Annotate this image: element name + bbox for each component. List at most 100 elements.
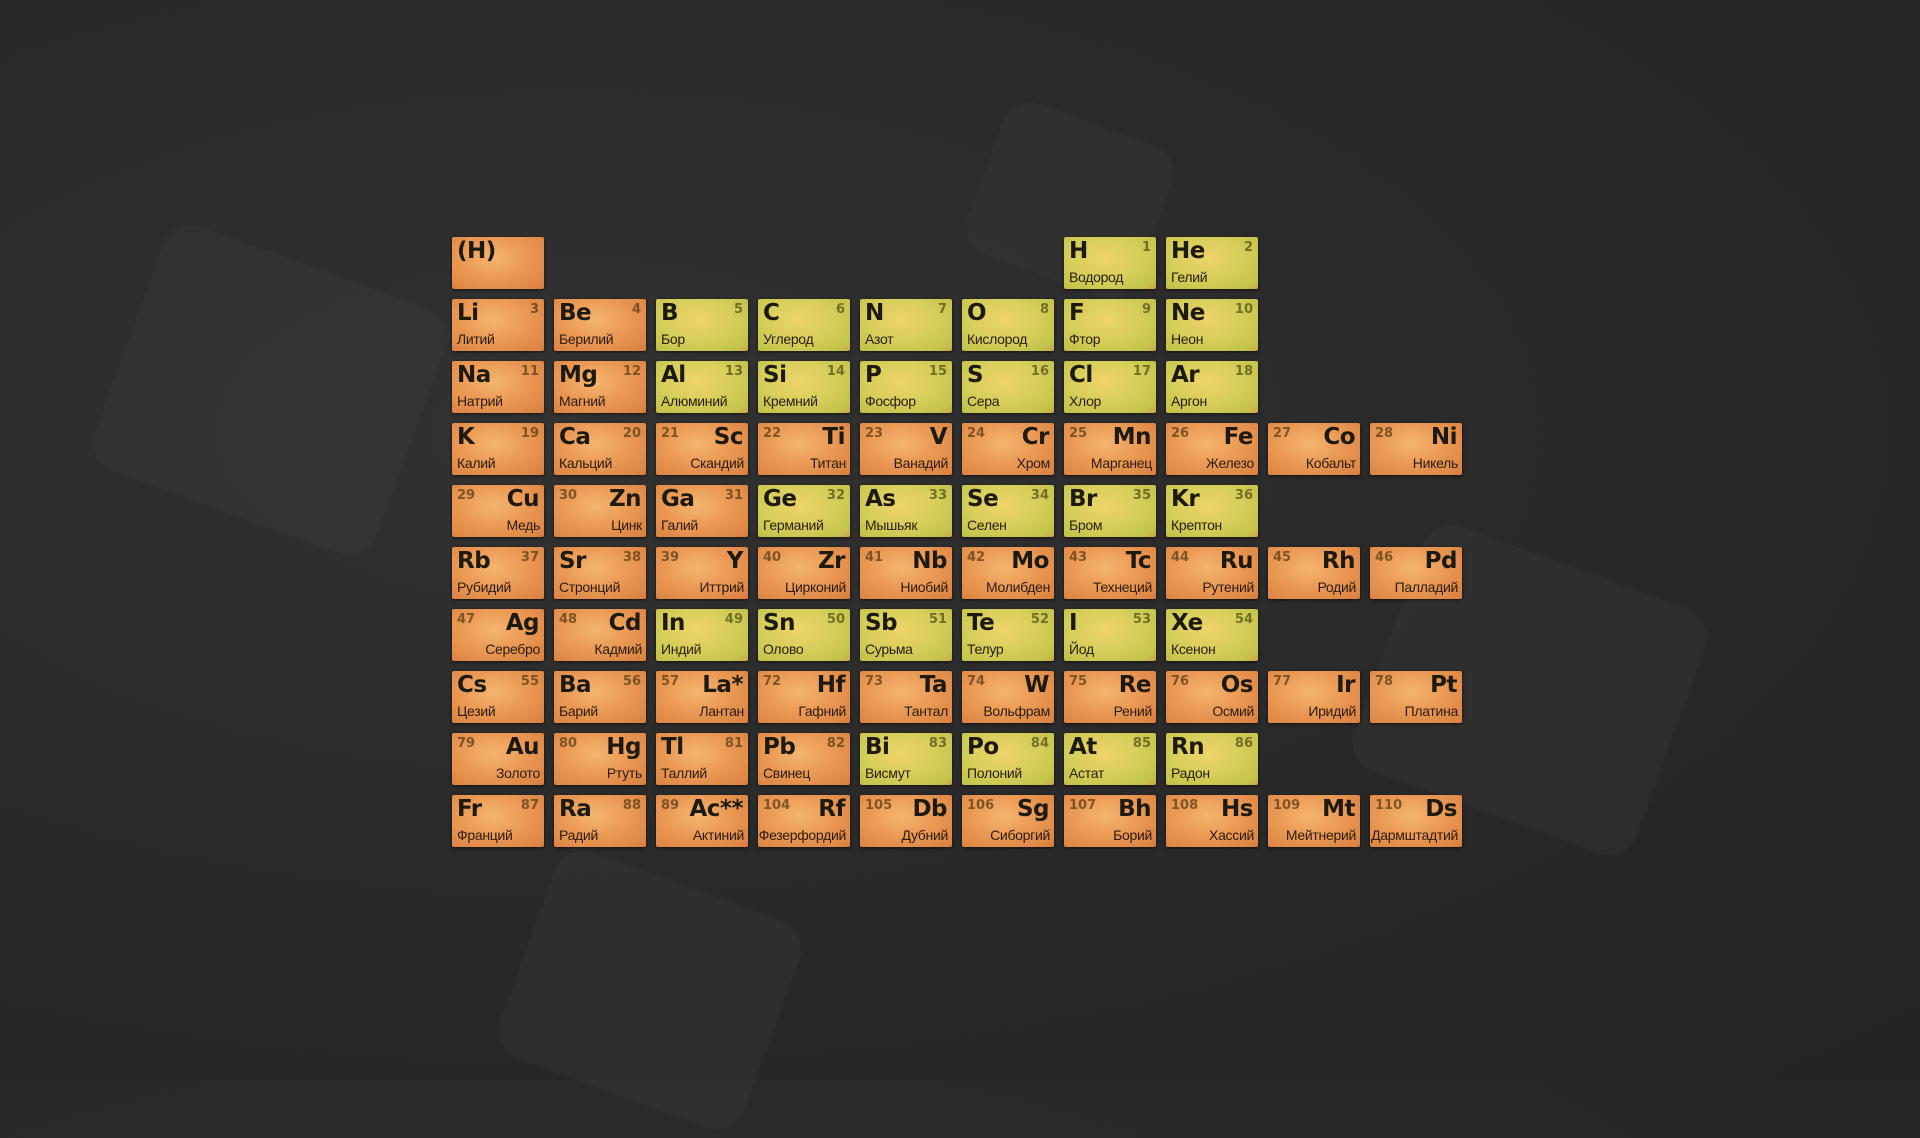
- element-name: Сера: [967, 393, 1000, 409]
- element-cell[interactable]: Kr 36 Крептон: [1166, 485, 1258, 537]
- element-cell[interactable]: Ti 22 Титан: [758, 423, 850, 475]
- element-cell[interactable]: Sg 106 Сиборгий: [962, 795, 1054, 847]
- element-cell[interactable]: Cd 48 Кадмий: [554, 609, 646, 661]
- atomic-number: 88: [622, 798, 641, 813]
- element-cell[interactable]: C 6 Углерод: [758, 299, 850, 351]
- element-cell[interactable]: Xe 54 Ксенон: [1166, 609, 1258, 661]
- element-cell[interactable]: O 8 Кислород: [962, 299, 1054, 351]
- element-cell[interactable]: Ra 88 Радий: [554, 795, 646, 847]
- element-cell[interactable]: Ga 31 Галий: [656, 485, 748, 537]
- element-cell[interactable]: La* 57 Лантан: [656, 671, 748, 723]
- element-cell[interactable]: Mn 25 Марганец: [1064, 423, 1156, 475]
- element-symbol: Mg: [559, 362, 598, 388]
- element-cell[interactable]: Y 39 Иттрий: [656, 547, 748, 599]
- element-name: Хром: [1016, 455, 1051, 471]
- element-symbol: Y: [726, 548, 744, 574]
- element-cell[interactable]: Mg 12 Магний: [554, 361, 646, 413]
- element-cell[interactable]: Zr 40 Цирконий: [758, 547, 850, 599]
- element-cell[interactable]: Pd 46 Палладий: [1370, 547, 1462, 599]
- element-cell[interactable]: Os 76 Осмий: [1166, 671, 1258, 723]
- element-cell[interactable]: Ac** 89 Актиний: [656, 795, 748, 847]
- element-symbol: B: [661, 300, 679, 326]
- element-cell[interactable]: Ru 44 Рутений: [1166, 547, 1258, 599]
- element-cell[interactable]: Hf 72 Гафний: [758, 671, 850, 723]
- element-cell[interactable]: Po 84 Полоний: [962, 733, 1054, 785]
- element-cell[interactable]: Re 75 Рений: [1064, 671, 1156, 723]
- element-cell[interactable]: Zn 30 Цинк: [554, 485, 646, 537]
- element-cell[interactable]: S 16 Сера: [962, 361, 1054, 413]
- element-symbol: Ac**: [689, 796, 744, 822]
- element-cell[interactable]: Hs 108 Хассий: [1166, 795, 1258, 847]
- atomic-number: 42: [967, 550, 986, 565]
- element-cell[interactable]: At 85 Астат: [1064, 733, 1156, 785]
- element-cell[interactable]: Ca 20 Кальций: [554, 423, 646, 475]
- element-cell[interactable]: Al 13 Алюминий: [656, 361, 748, 413]
- element-cell[interactable]: Be 4 Берилий: [554, 299, 646, 351]
- atomic-number: 21: [661, 426, 680, 441]
- element-cell[interactable]: Ta 73 Тантал: [860, 671, 952, 723]
- element-cell[interactable]: Co 27 Кобальт: [1268, 423, 1360, 475]
- element-cell[interactable]: Cu 29 Медь: [452, 485, 544, 537]
- element-cell[interactable]: Pt 78 Платина: [1370, 671, 1462, 723]
- element-cell[interactable]: Cr 24 Хром: [962, 423, 1054, 475]
- element-cell[interactable]: Ir 77 Иридий: [1268, 671, 1360, 723]
- element-cell[interactable]: Rn 86 Радон: [1166, 733, 1258, 785]
- element-cell[interactable]: Si 14 Кремний: [758, 361, 850, 413]
- element-cell[interactable]: Sc 21 Скандий: [656, 423, 748, 475]
- element-name: Бор: [661, 331, 685, 347]
- element-cell[interactable]: Ba 56 Барий: [554, 671, 646, 723]
- element-cell[interactable]: Fr 87 Франций: [452, 795, 544, 847]
- element-cell[interactable]: As 33 Мышьяк: [860, 485, 952, 537]
- element-cell[interactable]: Ni 28 Никель: [1370, 423, 1462, 475]
- element-cell[interactable]: Rb 37 Рубидий: [452, 547, 544, 599]
- element-cell[interactable]: Sn 50 Олово: [758, 609, 850, 661]
- element-cell[interactable]: Se 34 Селен: [962, 485, 1054, 537]
- element-cell[interactable]: Cs 55 Цезий: [452, 671, 544, 723]
- element-cell[interactable]: Na 11 Натрий: [452, 361, 544, 413]
- element-cell[interactable]: Bi 83 Висмут: [860, 733, 952, 785]
- element-cell[interactable]: Ge 32 Германий: [758, 485, 850, 537]
- element-cell[interactable]: Li 3 Литий: [452, 299, 544, 351]
- element-cell[interactable]: He 2 Гелий: [1166, 237, 1258, 289]
- element-cell[interactable]: Te 52 Телур: [962, 609, 1054, 661]
- element-name: Железо: [1206, 455, 1254, 471]
- element-cell[interactable]: Mo 42 Молибден: [962, 547, 1054, 599]
- element-cell[interactable]: Nb 41 Ниобий: [860, 547, 952, 599]
- element-cell[interactable]: Br 35 Бром: [1064, 485, 1156, 537]
- element-cell[interactable]: Au 79 Золото: [452, 733, 544, 785]
- element-cell[interactable]: Sb 51 Сурьма: [860, 609, 952, 661]
- element-cell[interactable]: Fe 26 Железо: [1166, 423, 1258, 475]
- atomic-number: 33: [928, 488, 947, 503]
- element-symbol: Hg: [606, 734, 641, 760]
- element-cell[interactable]: I 53 Йод: [1064, 609, 1156, 661]
- element-cell[interactable]: P 15 Фосфор: [860, 361, 952, 413]
- element-cell[interactable]: Rf 104 Фезерфордий: [758, 795, 850, 847]
- element-cell[interactable]: In 49 Индий: [656, 609, 748, 661]
- element-cell[interactable]: Pb 82 Свинец: [758, 733, 850, 785]
- element-cell[interactable]: K 19 Калий: [452, 423, 544, 475]
- element-cell[interactable]: Mt 109 Мейтнерий: [1268, 795, 1360, 847]
- atomic-number: 4: [631, 302, 641, 317]
- element-cell[interactable]: Ag 47 Серебро: [452, 609, 544, 661]
- atomic-number: 50: [826, 612, 845, 627]
- element-cell[interactable]: Db 105 Дубний: [860, 795, 952, 847]
- element-cell[interactable]: Ar 18 Аргон: [1166, 361, 1258, 413]
- element-cell[interactable]: W 74 Вольфрам: [962, 671, 1054, 723]
- element-cell[interactable]: Ne 10 Неон: [1166, 299, 1258, 351]
- element-cell[interactable]: Ds 110 Дармштадтий: [1370, 795, 1462, 847]
- element-cell[interactable]: (H): [452, 237, 544, 289]
- element-cell[interactable]: N 7 Азот: [860, 299, 952, 351]
- element-cell[interactable]: F 9 Фтор: [1064, 299, 1156, 351]
- element-name: Лантан: [699, 703, 744, 719]
- element-cell[interactable]: Tl 81 Таллий: [656, 733, 748, 785]
- element-cell[interactable]: B 5 Бор: [656, 299, 748, 351]
- element-cell[interactable]: Rh 45 Родий: [1268, 547, 1360, 599]
- element-name: Хассий: [1209, 827, 1254, 843]
- element-cell[interactable]: V 23 Ванадий: [860, 423, 952, 475]
- element-cell[interactable]: Tc 43 Технеций: [1064, 547, 1156, 599]
- element-cell[interactable]: Hg 80 Ртуть: [554, 733, 646, 785]
- element-cell[interactable]: Bh 107 Борий: [1064, 795, 1156, 847]
- element-cell[interactable]: Cl 17 Хлор: [1064, 361, 1156, 413]
- element-cell[interactable]: H 1 Водород: [1064, 237, 1156, 289]
- element-cell[interactable]: Sr 38 Стронций: [554, 547, 646, 599]
